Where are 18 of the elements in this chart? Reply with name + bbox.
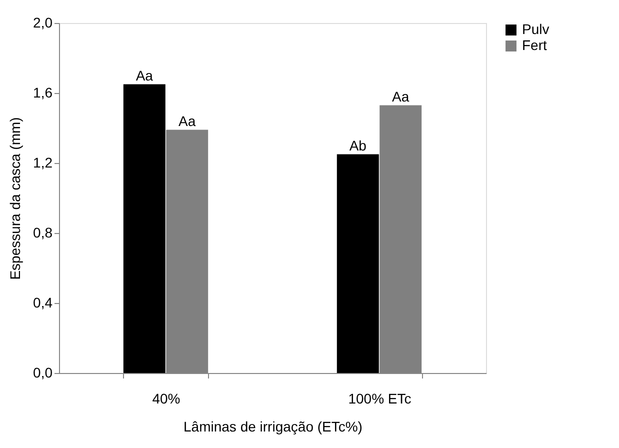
- y-tick-label: 0,0: [33, 364, 53, 380]
- data-label: Aa: [136, 67, 154, 84]
- y-tick-label: 1,2: [33, 154, 53, 170]
- y-tick-label: 0,8: [33, 224, 53, 240]
- x-tick-label: 40%: [152, 390, 180, 406]
- y-axis-title: Espessura da casca (mm): [7, 117, 24, 280]
- y-tick-label: 0,4: [33, 294, 53, 310]
- bar: [336, 154, 379, 373]
- data-label: Aa: [392, 88, 410, 104]
- y-tick-label: 1,6: [33, 84, 53, 100]
- bar: [123, 84, 166, 373]
- x-axis-title: Lâminas de irrigação (ETc%): [184, 418, 362, 434]
- data-label: Ab: [349, 137, 367, 154]
- x-tick-label: 100% ETc: [348, 390, 412, 406]
- legend-label: Pulv: [522, 21, 550, 37]
- y-tick-label: 2,0: [33, 14, 53, 30]
- data-label: Aa: [178, 112, 196, 129]
- legend-label: Fert: [522, 37, 547, 53]
